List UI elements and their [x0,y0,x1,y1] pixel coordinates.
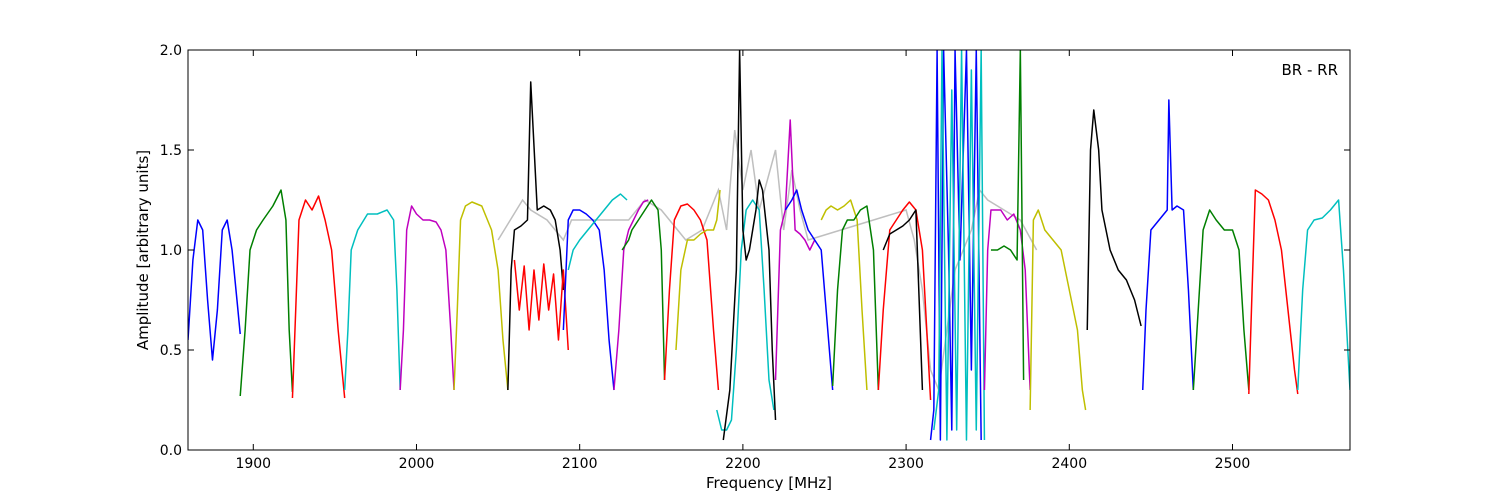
series-line-29 [1192,209,1250,391]
series-line-9 [567,193,628,271]
series-line-1 [239,189,294,397]
y-tick-label: 2.0 [160,43,182,59]
series-layer [188,50,1350,441]
series-line-12 [663,203,720,391]
x-tick-label: 1900 [235,456,271,472]
series-line-27 [1086,109,1142,331]
series-line-28 [1141,99,1195,391]
series-line-19 [831,205,880,391]
x-tick-label: 2400 [1051,456,1087,472]
background-series-line [497,129,1038,393]
series-line-10 [613,199,649,391]
y-tick-label: 1.0 [160,243,182,259]
x-tick-label: 2000 [399,456,435,472]
series-line-0 [188,219,241,361]
series-line-20 [877,201,932,401]
y-tick-label: 0.0 [160,443,182,459]
annotation-label: BR - RR [1281,61,1338,79]
series-line-30 [1248,189,1299,395]
series-line-13 [675,189,721,351]
series-line-16 [774,119,816,381]
series-line-26 [1029,209,1087,411]
x-axis-title: Frequency [MHz] [706,474,832,492]
series-line-2 [291,195,346,399]
x-tick-label: 2500 [1215,456,1251,472]
series-line-25 [990,50,1025,381]
series-line-21 [882,209,924,391]
series-line-4 [399,205,455,391]
series-line-7 [513,259,570,351]
series-line-3 [343,209,401,391]
series-line-14 [716,199,775,431]
series-line-15 [722,50,777,441]
series-line-22 [929,50,982,441]
ticks-layer: 1900 2000 2100 2200 2300 2400 2500 0.0 0.5 1.0 1.5… [160,43,1350,472]
x-tick-label: 2100 [562,456,598,472]
series-line-6 [507,81,565,391]
y-tick-label: 0.5 [160,343,182,359]
x-tick-label: 2300 [888,456,924,472]
series-line-31 [1297,199,1350,391]
series-line-18 [820,199,868,391]
x-tick-label: 2200 [725,456,761,472]
series-line-23 [933,50,986,441]
y-axis-title: Amplitude [arbitrary units] [134,150,152,350]
series-line-5 [453,201,509,391]
series-line-8 [562,209,615,391]
series-line-17 [784,189,834,391]
series-line-11 [621,199,666,381]
y-tick-label: 1.5 [160,143,182,159]
